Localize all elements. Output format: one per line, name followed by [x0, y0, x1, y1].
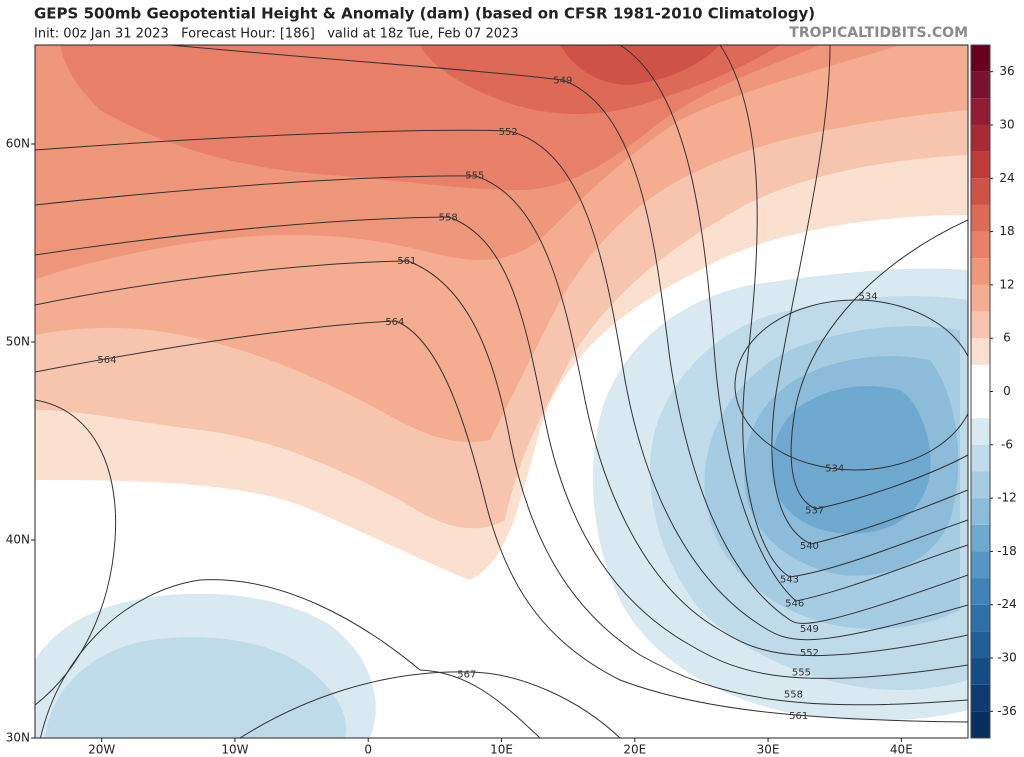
colorbar-band: [971, 338, 990, 365]
contour-label: 543: [780, 575, 799, 586]
colorbar-band: [971, 631, 990, 659]
contour-label: 555: [465, 171, 484, 182]
contour-label: 537: [805, 505, 824, 516]
contour-label: 534: [825, 464, 844, 475]
colorbar-tick-label: 30: [999, 117, 1014, 131]
x-tick-label: 10W: [221, 743, 248, 757]
colorbar-band: [971, 45, 990, 72]
colorbar-band: [971, 311, 990, 339]
colorbar-tick-label: 36: [999, 64, 1014, 78]
contour-line: [35, 175, 968, 657]
contour-label: 552: [800, 648, 819, 659]
contour-label: 561: [397, 256, 416, 267]
x-tick-label: 20E: [623, 743, 646, 757]
colorbar-tick-label: -12: [997, 491, 1017, 505]
contour-label: 546: [785, 598, 804, 609]
colorbar-tick-label: 0: [1003, 384, 1011, 398]
contour-label: 540: [800, 541, 819, 552]
colorbar-band: [971, 578, 990, 605]
colorbar-tick-label: -36: [997, 704, 1017, 718]
contour-line: [39, 579, 541, 738]
colorbar-band: [971, 524, 990, 552]
colorbar-band: [971, 391, 990, 419]
contour-label: 549: [553, 76, 572, 87]
colorbar-band: [971, 604, 990, 632]
colorbar-band: [971, 151, 990, 179]
contour-label: 555: [792, 668, 811, 679]
contour-label: 549: [800, 624, 819, 635]
colorbar-band: [971, 444, 990, 472]
colorbar-band: [971, 231, 990, 259]
colorbar-tick-label: -18: [997, 544, 1017, 558]
subtitle: Init: 00z Jan 31 2023 Forecast Hour: [18…: [34, 27, 519, 42]
anomaly-shading: [560, 45, 720, 85]
colorbar-band: [971, 471, 990, 499]
contour-line: [35, 320, 968, 723]
contour-line: [619, 45, 968, 602]
y-tick-label: 40N: [6, 533, 30, 547]
contour-label: 567: [457, 670, 476, 681]
colorbar-tick-label: -6: [1001, 437, 1013, 451]
colorbar-band: [971, 258, 990, 285]
colorbar-band: [971, 684, 990, 712]
contour-line: [35, 129, 968, 641]
colorbar-band: [971, 124, 990, 152]
colorbar-band: [971, 658, 990, 685]
title: GEPS 500mb Geopotential Height & Anomaly…: [34, 5, 815, 23]
colorbar-band: [971, 418, 990, 445]
y-tick-label: 30N: [6, 731, 30, 745]
map-area: [35, 45, 968, 738]
contour-line: [239, 671, 621, 738]
colorbar-band: [971, 98, 990, 125]
contour-line: [169, 45, 968, 624]
colorbar-tick-label: 6: [1003, 331, 1011, 345]
colorbar-band: [971, 364, 990, 392]
x-tick-label: 30E: [757, 743, 780, 757]
contour-line: [35, 399, 117, 706]
colorbar-band: [971, 178, 990, 205]
contour-line: [790, 219, 968, 510]
contour-label: 564: [385, 317, 404, 328]
colorbar-tick-label: -30: [997, 651, 1017, 665]
colorbar-band: [971, 204, 990, 232]
contour-line: [719, 45, 968, 578]
contour-label: 564: [97, 355, 116, 366]
y-tick-label: 50N: [6, 335, 30, 349]
brand: TROPICALTIDBITS.COM: [789, 25, 968, 41]
colorbar-tick-label: 12: [999, 277, 1014, 291]
contour-label: 534: [858, 291, 877, 302]
colorbar-band: [971, 498, 990, 525]
y-tick-label: 60N: [6, 137, 30, 151]
contour-line: [734, 299, 968, 471]
colorbar-band: [971, 71, 990, 99]
colorbar-band: [971, 284, 990, 312]
x-tick-label: 40E: [890, 743, 913, 757]
contour-label: 561: [789, 711, 808, 722]
anomaly-shading: [771, 386, 931, 534]
contour-line: [35, 216, 968, 679]
contour-label: 552: [499, 127, 518, 138]
x-tick-label: 0: [364, 743, 372, 757]
contour-line: [35, 260, 968, 706]
x-tick-label: 20W: [88, 743, 115, 757]
contour-label: 558: [784, 689, 803, 700]
x-tick-label: 10E: [490, 743, 513, 757]
anomaly-shading: [45, 637, 347, 738]
colorbar-band: [971, 711, 990, 738]
contour-line: [771, 45, 968, 545]
colorbar-tick-label: 18: [999, 224, 1014, 238]
colorbar-band: [971, 551, 990, 579]
contour-label: 558: [439, 212, 458, 223]
colorbar-tick-label: -24: [997, 597, 1017, 611]
colorbar-tick-label: 24: [999, 171, 1014, 185]
